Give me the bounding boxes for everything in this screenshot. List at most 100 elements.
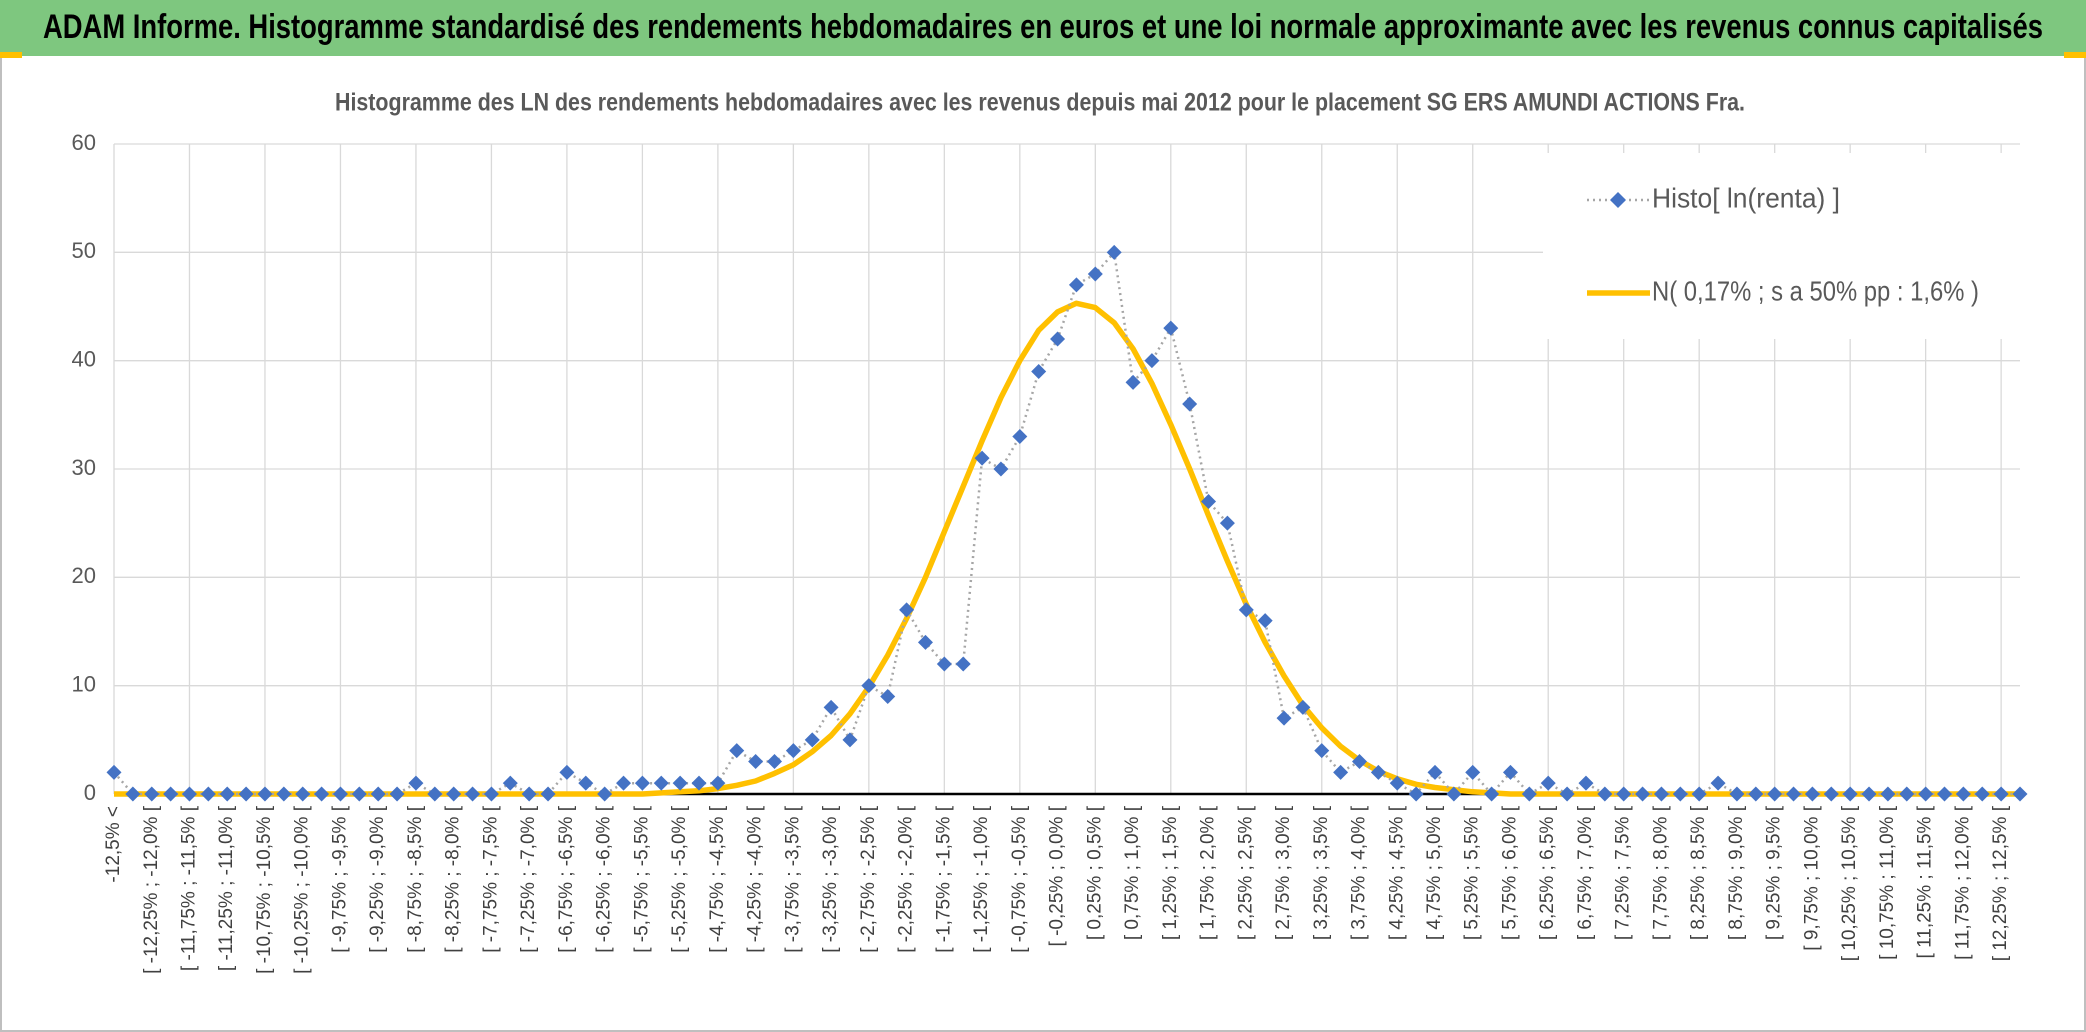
data-point [1918, 786, 1934, 802]
x-tick-label: [ 5,25% ; 5,5% [ [1462, 805, 1483, 940]
data-point [917, 634, 933, 650]
y-tick-label: 30 [72, 455, 96, 480]
data-point [1767, 786, 1783, 802]
data-point [1842, 786, 1858, 802]
y-tick-label: 50 [72, 238, 96, 263]
data-point [729, 743, 745, 759]
data-point [634, 775, 650, 791]
x-tick-label: [ 12,25% ; 12,5% [ [1990, 805, 2011, 961]
data-point [1408, 786, 1424, 802]
data-point [653, 775, 669, 791]
data-point [446, 786, 462, 802]
data-point [1106, 244, 1122, 260]
y-tick-label: 40 [72, 346, 96, 371]
x-tick-label: [ 2,75% ; 3,0% [ [1273, 805, 1294, 940]
data-point [1427, 764, 1443, 780]
data-point [842, 732, 858, 748]
data-point [332, 786, 348, 802]
x-tick-label: [ -11,25% ; -11,0% [ [216, 805, 237, 971]
data-point [1937, 786, 1953, 802]
x-tick-label: [ 8,25% ; 8,5% [ [1688, 805, 1709, 940]
data-point [1559, 786, 1575, 802]
data-point [804, 732, 820, 748]
x-tick-label: [ -7,75% ; -7,5% [ [480, 805, 501, 953]
x-tick-label: [ -12,25% ; -12,0% [ [141, 805, 162, 974]
x-tick-label: [ -9,75% ; -9,5% [ [329, 805, 350, 953]
data-point [163, 786, 179, 802]
data-point [899, 602, 915, 618]
x-tick-label: [ 1,75% ; 2,0% [ [1198, 805, 1219, 940]
data-point [785, 743, 801, 759]
data-point [370, 786, 386, 802]
data-point [1748, 786, 1764, 802]
data-point [1201, 494, 1217, 509]
x-tick-label: [ 11,25% ; 11,5% [ [1915, 805, 1936, 958]
data-point [1804, 786, 1820, 802]
x-tick-label: [ 3,25% ; 3,5% [ [1311, 805, 1332, 940]
data-point [2012, 786, 2028, 802]
data-point [144, 786, 160, 802]
x-tick-label: [ -8,25% ; -8,0% [ [443, 805, 464, 953]
data-point [238, 786, 254, 802]
data-point [1974, 786, 1990, 802]
data-point [748, 754, 764, 769]
x-tick-label: [ -2,25% ; -2,0% [ [896, 805, 917, 953]
data-point [1955, 786, 1971, 802]
data-point [200, 786, 216, 802]
data-point [1616, 786, 1632, 802]
data-point [936, 656, 952, 672]
data-point [483, 786, 499, 802]
x-tick-label: [ -5,75% ; -5,5% [ [631, 805, 652, 953]
x-tick-label: [ -2,75% ; -2,5% [ [858, 805, 879, 953]
x-tick-label: [ -0,75% ; -0,5% [ [1009, 805, 1030, 953]
banner-title: ADAM Informe. Histogramme standardisé de… [43, 8, 2043, 46]
x-tick-label: [ 6,75% ; 7,0% [ [1575, 805, 1596, 940]
x-tick-label: [ 6,25% ; 6,5% [ [1537, 805, 1558, 940]
data-point [1823, 786, 1839, 802]
data-point [1672, 786, 1688, 802]
x-tick-label: [ 8,75% ; 9,0% [ [1726, 805, 1747, 940]
y-tick-label: 60 [72, 130, 96, 155]
x-tick-label: [ 7,25% ; 7,5% [ [1613, 805, 1634, 940]
x-tick-label: [ 0,75% ; 1,0% [ [1122, 805, 1143, 940]
x-tick-label: [ 10,75% ; 11,0% [ [1877, 805, 1898, 960]
legend-label: N( 0,17% ; s a 50% pp : 1,6% ) [1652, 275, 1979, 306]
data-point [408, 775, 424, 791]
data-point [1163, 320, 1179, 336]
data-point [1370, 764, 1386, 780]
corner-mark [2064, 52, 2086, 58]
x-tick-label: [ -8,75% ; -8,5% [ [405, 805, 426, 953]
data-point [1446, 786, 1462, 802]
banner-bg [0, 0, 2086, 56]
data-point [1521, 786, 1537, 802]
data-point [1861, 786, 1877, 802]
data-point [861, 678, 877, 694]
data-point [578, 775, 594, 791]
data-point [1710, 775, 1726, 791]
x-tick-label: [ -4,25% ; -4,0% [ [745, 805, 766, 953]
data-point [597, 786, 613, 802]
data-point [1087, 266, 1103, 282]
data-point [1578, 775, 1594, 791]
data-point [1597, 786, 1613, 802]
data-point [521, 786, 537, 802]
data-point [1182, 396, 1198, 412]
x-tick-label: [ 0,25% ; 0,5% [ [1084, 805, 1105, 940]
corner-mark [0, 52, 22, 58]
data-point [1502, 764, 1518, 780]
x-tick-label: [ -0,25% ; 0,0% [ [1047, 805, 1068, 946]
x-tick-label: [ 7,75% ; 8,0% [ [1650, 805, 1671, 940]
plot-area [106, 244, 2028, 802]
data-point [1691, 786, 1707, 802]
data-point [351, 786, 367, 802]
legend-marker [1610, 192, 1626, 208]
data-point [691, 775, 707, 791]
data-point [1635, 786, 1651, 802]
data-point [1012, 429, 1028, 444]
x-tick-label: [ 9,75% ; 10,0% [ [1801, 805, 1822, 950]
data-point [559, 764, 575, 780]
data-point [1484, 786, 1500, 802]
data-point [1993, 786, 2009, 802]
data-point [125, 786, 141, 802]
